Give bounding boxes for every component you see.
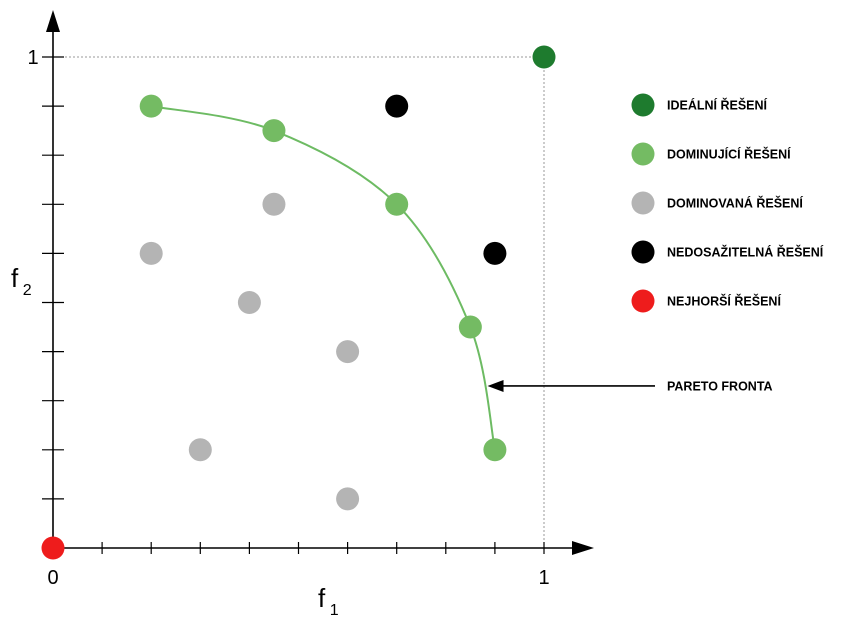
data-point-series-1 bbox=[139, 94, 163, 118]
data-point-series-1 bbox=[385, 192, 409, 216]
legend-marker bbox=[631, 240, 655, 264]
legend-label: NEJHORŠÍ ŘEŠENÍ bbox=[667, 294, 781, 309]
legend-marker bbox=[631, 142, 655, 166]
y-axis-label-main: f bbox=[11, 263, 19, 293]
y-axis-label: f 2 bbox=[11, 263, 32, 299]
data-point-series-4 bbox=[41, 536, 65, 560]
ideal-guides bbox=[53, 56, 545, 548]
data-point-series-3 bbox=[483, 241, 507, 265]
legend-marker bbox=[631, 191, 655, 215]
legend-marker bbox=[631, 289, 655, 313]
data-point-series-1 bbox=[262, 119, 286, 143]
data-point-series-2 bbox=[139, 241, 163, 265]
legend-label: DOMINOVANÁ ŘEŠENÍ bbox=[667, 196, 803, 211]
legend-marker bbox=[631, 93, 655, 117]
ideal-guide-lines bbox=[53, 56, 545, 548]
y-max-tick-label: 1 bbox=[27, 47, 38, 69]
annotation-arrowhead bbox=[487, 379, 504, 392]
pareto-annotation: PARETO FRONTA bbox=[487, 379, 773, 393]
tick-marks bbox=[42, 56, 545, 554]
x-axis-label-main: f bbox=[318, 583, 326, 613]
legend: IDEÁLNÍ ŘEŠENÍ DOMINUJÍCÍ ŘEŠENÍ DOMINOVAN… bbox=[631, 93, 824, 313]
data-point-series-1 bbox=[458, 315, 482, 339]
y-axis-arrowhead bbox=[46, 10, 60, 32]
data-point-series-3 bbox=[385, 94, 409, 118]
data-point-series-2 bbox=[237, 291, 261, 314]
origin-tick-label: 0 bbox=[47, 567, 58, 589]
x-axis-arrowhead bbox=[572, 541, 594, 555]
legend-label: IDEÁLNÍ ŘEŠENÍ bbox=[667, 98, 768, 113]
annotation-label: PARETO FRONTA bbox=[667, 379, 773, 393]
data-point-series-2 bbox=[262, 192, 286, 216]
legend-label: NEDOSAŽITELNÁ ŘEŠENÍ bbox=[667, 245, 824, 260]
data-point-series-2 bbox=[336, 487, 360, 511]
legend-label: DOMINUJÍCÍ ŘEŠENÍ bbox=[667, 147, 791, 162]
data-points bbox=[41, 45, 556, 560]
axes bbox=[46, 10, 594, 555]
data-point-series-0 bbox=[532, 45, 556, 69]
pareto-front-curve bbox=[151, 105, 496, 450]
data-point-series-1 bbox=[483, 438, 507, 462]
x-axis-label: f 1 bbox=[318, 583, 339, 618]
x-max-tick-label: 1 bbox=[538, 567, 549, 589]
y-axis-label-subscript: 2 bbox=[23, 282, 32, 299]
data-point-series-2 bbox=[188, 438, 212, 462]
data-point-series-2 bbox=[336, 340, 360, 364]
x-axis-label-subscript: 1 bbox=[330, 602, 339, 618]
